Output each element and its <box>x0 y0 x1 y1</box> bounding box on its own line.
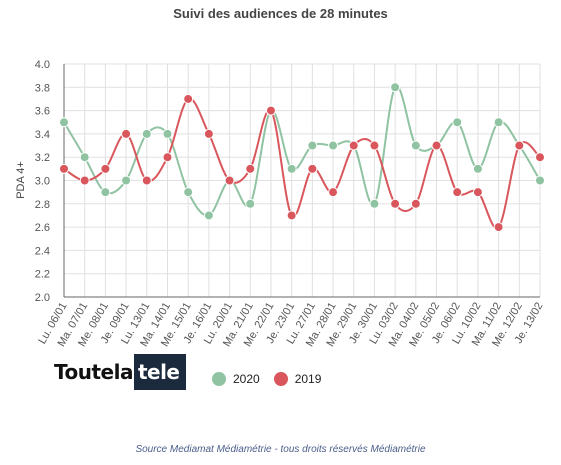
chart-legend: 2020 2019 <box>212 372 335 386</box>
y-tick-label: 3.2 <box>35 152 50 164</box>
data-point-2020[interactable] <box>245 198 256 209</box>
data-point-2020[interactable] <box>286 163 297 174</box>
data-point-2020[interactable] <box>121 175 132 186</box>
y-tick-label: 3.0 <box>35 176 50 188</box>
data-point-2019[interactable] <box>431 140 442 151</box>
data-point-2019[interactable] <box>514 140 525 151</box>
data-point-2020[interactable] <box>328 140 339 151</box>
data-point-2020[interactable] <box>59 117 69 128</box>
legend-label-2019: 2019 <box>294 372 322 386</box>
data-point-2019[interactable] <box>203 128 214 139</box>
data-point-2019[interactable] <box>286 210 297 221</box>
data-point-2020[interactable] <box>390 82 401 93</box>
data-point-2019[interactable] <box>162 152 173 163</box>
data-point-2019[interactable] <box>369 140 380 151</box>
data-point-2019[interactable] <box>59 163 69 174</box>
data-point-2020[interactable] <box>79 152 90 163</box>
y-tick-label: 3.4 <box>35 129 50 141</box>
data-point-2019[interactable] <box>224 175 235 186</box>
data-point-2019[interactable] <box>307 163 318 174</box>
legend-item-2020[interactable]: 2020 <box>212 372 260 386</box>
y-tick-label: 3.6 <box>35 106 50 118</box>
data-point-2019[interactable] <box>245 163 256 174</box>
y-tick-label: 2.0 <box>35 292 50 304</box>
y-tick-label: 3.8 <box>35 82 50 94</box>
data-point-2020[interactable] <box>307 140 318 151</box>
data-point-2019[interactable] <box>328 187 339 198</box>
logo-text-part2: tele <box>133 354 186 390</box>
data-point-2019[interactable] <box>265 105 276 116</box>
data-point-2019[interactable] <box>183 93 194 104</box>
y-tick-label: 2.4 <box>35 245 50 257</box>
logo-text-part1: Toutela <box>54 360 133 384</box>
data-point-2020[interactable] <box>203 210 214 221</box>
data-point-2020[interactable] <box>100 187 111 198</box>
data-point-2020[interactable] <box>141 128 152 139</box>
series-line-2019 <box>63 97 541 230</box>
data-point-2019[interactable] <box>79 175 90 186</box>
legend-label-2020: 2020 <box>233 372 260 386</box>
chart-title: Suivi des audiences de 28 minutes <box>173 6 388 21</box>
y-tick-label: 2.8 <box>35 199 50 211</box>
y-axis-label: PDA 4+ <box>15 161 27 199</box>
y-tick-label: 4.0 <box>35 59 50 71</box>
data-point-2020[interactable] <box>162 128 173 139</box>
grid-layer <box>63 63 541 298</box>
data-point-2020[interactable] <box>452 117 463 128</box>
data-point-2019[interactable] <box>100 163 111 174</box>
data-point-2020[interactable] <box>183 187 194 198</box>
legend-marker-2019 <box>273 372 288 386</box>
y-tick-label: 2.2 <box>35 269 50 281</box>
data-point-2019[interactable] <box>452 187 463 198</box>
data-point-2019[interactable] <box>348 140 359 151</box>
data-point-2019[interactable] <box>410 198 421 209</box>
data-point-2019[interactable] <box>121 128 132 139</box>
point-layer <box>59 82 545 233</box>
data-point-2020[interactable] <box>410 140 421 151</box>
data-point-2020[interactable] <box>535 175 545 186</box>
data-point-2019[interactable] <box>390 198 401 209</box>
data-point-2020[interactable] <box>369 198 380 209</box>
data-point-2019[interactable] <box>493 222 504 233</box>
legend-item-2019[interactable]: 2019 <box>273 372 322 386</box>
toutelatele-logo: Toutela tele <box>54 354 186 390</box>
data-point-2019[interactable] <box>472 187 483 198</box>
source-note: Source Mediamat Médiamétrie - tous droit… <box>135 444 426 455</box>
data-point-2019[interactable] <box>141 175 152 186</box>
legend-marker-2020 <box>212 372 226 386</box>
data-point-2020[interactable] <box>472 163 483 174</box>
y-tick-label: 2.6 <box>35 222 50 234</box>
data-point-2020[interactable] <box>493 117 504 128</box>
data-point-2019[interactable] <box>535 152 545 163</box>
